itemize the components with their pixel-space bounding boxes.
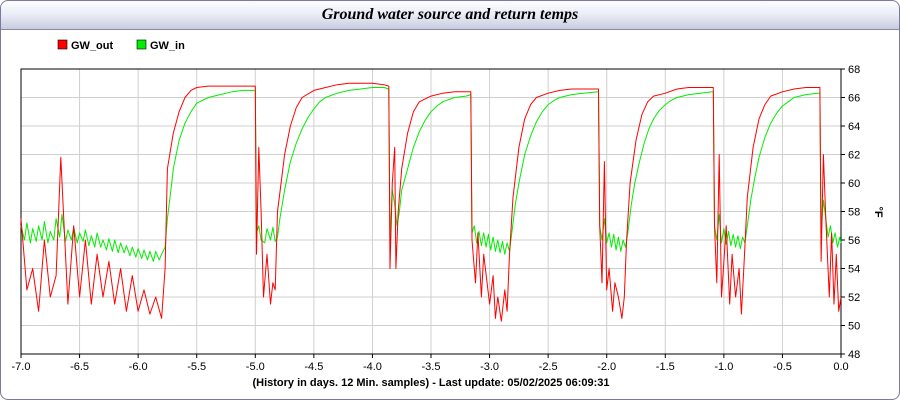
y-tick-label: 66	[848, 93, 860, 105]
y-tick-label: 68	[848, 64, 860, 76]
chart-title: Ground water source and return temps	[1, 1, 899, 30]
x-tick-label: -6.5	[70, 361, 89, 373]
legend-label-gw-out: GW_out	[71, 40, 113, 52]
x-tick-label: -5.5	[187, 361, 206, 373]
x-tick-label: -1.5	[656, 361, 675, 373]
y-tick-label: 52	[848, 292, 860, 304]
legend: GW_out GW_in	[57, 39, 185, 52]
x-tick-label: -5.0	[246, 361, 265, 373]
y-tick-label: 58	[848, 207, 860, 219]
series-layer	[20, 82, 842, 322]
x-tick-label: -1.0	[714, 361, 733, 373]
x-tick-label: -3.5	[422, 361, 441, 373]
x-tick-label: -3.0	[480, 361, 499, 373]
y-axis: 48 50 52 54 56 58 60 62 64 66 68	[841, 64, 860, 361]
x-tick-label: -4.5	[304, 361, 323, 373]
x-tick-label: -6.0	[129, 361, 148, 373]
y-tick-label: 56	[848, 235, 860, 247]
x-tick-label: -2.0	[597, 361, 616, 373]
series-line-gw-out	[20, 82, 842, 322]
y-tick-label: 64	[848, 121, 860, 133]
x-axis-label: (History in days. 12 Min. samples) - Las…	[252, 377, 609, 389]
x-tick-label: 0.0	[833, 361, 848, 373]
legend-label-gw-in: GW_in	[150, 40, 185, 52]
y-tick-label: 60	[848, 178, 860, 190]
y-tick-label: 48	[848, 349, 860, 361]
x-axis: -7.0 -6.5 -6.0 -5.5 -5.0 -4.5 -4.0 -3.5 -3.0 -2.5…	[12, 354, 849, 373]
y-tick-label: 62	[848, 150, 860, 162]
legend-swatch-gw-in	[136, 39, 147, 50]
y-tick-label: 50	[848, 321, 860, 333]
legend-swatch-gw-out	[57, 39, 68, 50]
x-tick-label: -4.0	[363, 361, 382, 373]
series-line-gw-in	[20, 87, 842, 262]
x-tick-label: -7.0	[12, 361, 31, 373]
x-tick-label: -0.5	[773, 361, 792, 373]
y-axis-label: °F	[872, 206, 884, 217]
y-tick-label: 54	[848, 264, 860, 276]
x-tick-label: -2.5	[539, 361, 558, 373]
